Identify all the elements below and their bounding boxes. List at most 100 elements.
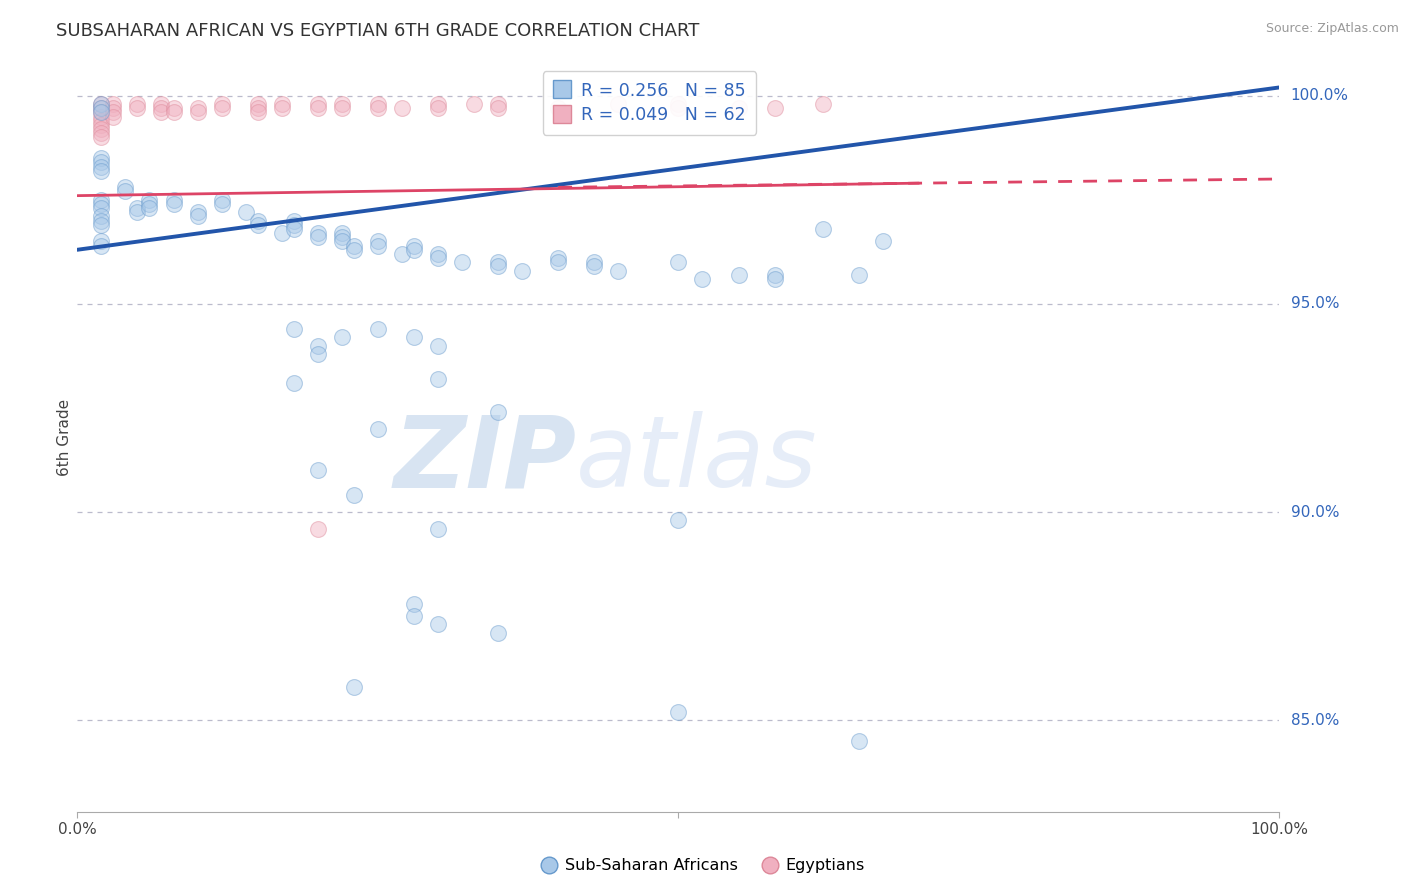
Point [90,110,112,124]
Text: 95.0%: 95.0% [1291,296,1339,311]
Point [90,193,112,207]
Point [583,260,606,274]
Point [127,101,149,115]
Point [283,322,305,336]
Point [90,130,112,145]
Point [848,268,870,282]
Point [402,609,425,624]
Point [90,97,112,112]
Point [150,97,173,112]
Point [235,205,257,219]
Point [270,226,292,240]
Point [90,126,112,140]
Point [330,226,353,240]
Text: Source: ZipAtlas.com: Source: ZipAtlas.com [1265,22,1399,36]
Point [307,463,329,477]
Point [90,213,112,227]
Point [246,101,269,115]
Text: 90.0%: 90.0% [1291,505,1339,519]
Text: SUBSAHARAN AFRICAN VS EGYPTIAN 6TH GRADE CORRELATION CHART: SUBSAHARAN AFRICAN VS EGYPTIAN 6TH GRADE… [56,22,700,40]
Text: ZIP: ZIP [394,411,576,508]
Point [848,734,870,748]
Point [90,101,112,115]
Point [127,97,149,112]
Point [367,97,389,112]
Point [127,201,149,215]
Point [90,118,112,132]
Point [90,105,112,120]
Point [330,97,353,112]
Point [211,193,233,207]
Point [270,101,292,115]
Point [211,101,233,115]
Point [211,197,233,211]
Point [186,205,209,219]
Point [367,322,389,336]
Point [138,197,160,211]
Text: atlas: atlas [576,411,818,508]
Point [307,338,329,352]
Point [367,422,389,436]
Point [186,210,209,224]
Point [402,597,425,611]
Point [90,151,112,165]
Point [307,226,329,240]
Legend: R = 0.256   N = 85, R = 0.049   N = 62: R = 0.256 N = 85, R = 0.049 N = 62 [543,71,756,135]
Point [427,97,450,112]
Point [427,372,450,386]
Point [391,101,413,115]
Point [138,201,160,215]
Point [90,122,112,136]
Point [283,213,305,227]
Point [103,110,125,124]
Point [367,101,389,115]
Point [307,522,329,536]
Point [90,101,112,115]
Point [162,197,184,211]
Point [283,218,305,232]
Point [811,222,834,236]
Y-axis label: 6th Grade: 6th Grade [56,399,72,475]
Point [343,243,366,257]
Point [127,205,149,219]
Point [103,101,125,115]
Point [90,218,112,232]
Point [668,513,690,527]
Point [114,180,136,194]
Point [668,97,690,112]
Point [547,255,569,269]
Point [103,105,125,120]
Legend: Sub-Saharan Africans, Egyptians: Sub-Saharan Africans, Egyptians [534,852,872,880]
Point [162,101,184,115]
Point [607,263,630,277]
Point [763,268,786,282]
Point [451,255,474,269]
Point [427,101,450,115]
Point [343,488,366,502]
Point [427,247,450,261]
Point [402,330,425,344]
Point [872,235,894,249]
Point [246,97,269,112]
Point [246,218,269,232]
Point [211,97,233,112]
Point [90,163,112,178]
Point [162,105,184,120]
Point [402,243,425,257]
Point [668,255,690,269]
Point [607,97,630,112]
Text: 85.0%: 85.0% [1291,713,1339,728]
Point [246,213,269,227]
Point [283,376,305,390]
Point [283,222,305,236]
Point [727,101,749,115]
Point [391,247,413,261]
Point [103,97,125,112]
Point [90,113,112,128]
Point [427,617,450,632]
Point [486,101,509,115]
Point [486,255,509,269]
Point [343,238,366,252]
Point [90,105,112,120]
Point [307,101,329,115]
